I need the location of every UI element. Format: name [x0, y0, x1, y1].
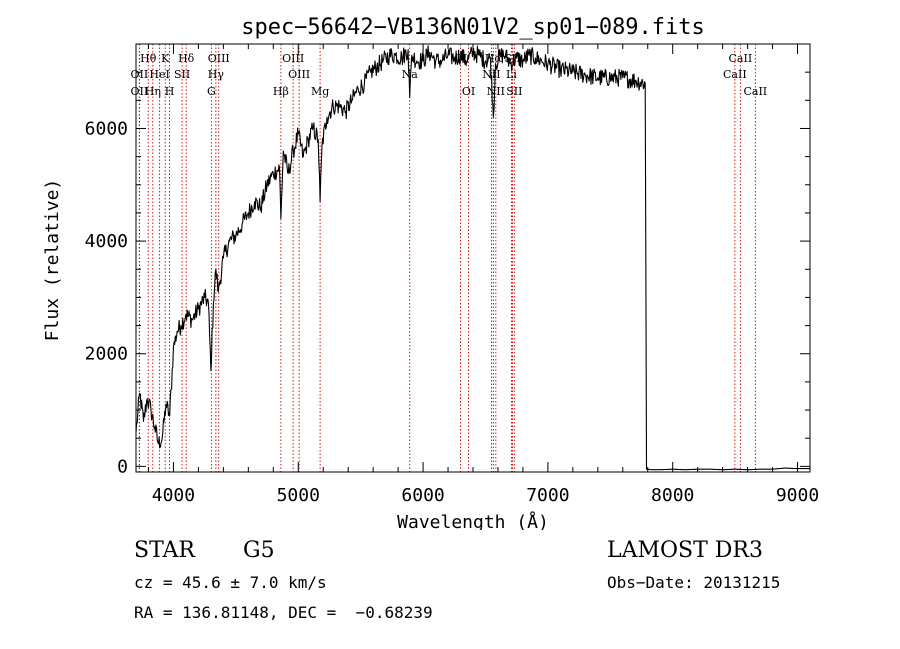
- spectral-line-label: Hθ: [140, 52, 157, 65]
- spectral-line-label: HeI: [149, 68, 169, 81]
- spectral-line-label: Hη: [145, 85, 161, 98]
- obs-date: Obs−Date: 20131215: [607, 573, 781, 592]
- spectral-line-label: OIII: [282, 52, 304, 65]
- spectral-line-label: CaII: [723, 68, 747, 81]
- spectral-line-label: SII: [174, 68, 190, 81]
- y-axis-label: Flux (relative): [42, 179, 63, 342]
- spectral-line-label: H: [165, 85, 175, 98]
- spectral-line-label: Hδ: [178, 52, 195, 65]
- spectral-line-label: OI: [462, 85, 475, 98]
- x-tick-label: 9000: [776, 485, 819, 506]
- flux-line: [135, 45, 810, 471]
- spectral-line-label: CaII: [743, 85, 767, 98]
- spectral-line-label: OII: [131, 68, 149, 81]
- chart-title: spec−56642−VB136N01V2_sp01−089.fits: [241, 15, 705, 40]
- x-tick-label: 5000: [277, 485, 320, 506]
- x-tick-label: 4000: [152, 485, 195, 506]
- object-subclass: G5: [243, 538, 275, 563]
- spectral-line-label: OIII: [288, 68, 310, 81]
- spectral-line-label: K: [161, 52, 170, 65]
- flux-series: [135, 45, 810, 471]
- spectral-line-label: Hβ: [273, 85, 289, 98]
- spectral-line-label: NII: [482, 68, 500, 81]
- redshift-cz: cz = 45.6 ± 7.0 km/s: [134, 573, 327, 592]
- spectral-line-label: NII: [487, 85, 505, 98]
- spectral-line-label: SII: [506, 85, 522, 98]
- plot-frame: [135, 43, 811, 473]
- y-tick-label: 6000: [85, 118, 128, 139]
- spectral-line-label: Mg: [311, 85, 329, 98]
- x-tick-label: 7000: [526, 485, 569, 506]
- spectrum-chart: spec−56642−VB136N01V2_sp01−089.fits Hθ OI…: [42, 15, 819, 530]
- spectral-line-label: G: [207, 85, 216, 98]
- spectral-line-label: Na: [402, 68, 419, 81]
- spectral-line-label: Hγ: [208, 68, 225, 81]
- spectral-line-label: CaII: [729, 52, 753, 65]
- spectral-line-label: OIII: [208, 52, 230, 65]
- axis-ticks: 4000 5000 6000 7000 8000 9000 0 2000 4000 6000: [85, 44, 819, 506]
- spectral-line-markers: [138, 44, 756, 472]
- object-class: STAR: [134, 538, 195, 563]
- x-tick-label: 8000: [651, 485, 694, 506]
- x-tick-label: 6000: [401, 485, 444, 506]
- x-axis-label: Wavelength (Å): [397, 511, 549, 530]
- spectral-line-labels: Hθ OII OII K HeI Hη SII H Hδ OIII Hγ G OIII OIII Hβ Mg N…: [131, 52, 768, 98]
- ra-dec: RA = 136.81148, DEC = −0.68239: [134, 603, 433, 622]
- spectral-line-label: OII: [131, 85, 149, 98]
- y-tick-label: 0: [117, 456, 128, 477]
- y-tick-label: 4000: [85, 231, 128, 252]
- spectral-line-label: Li: [506, 68, 517, 81]
- y-tick-label: 2000: [85, 344, 128, 365]
- survey-name: LAMOST DR3: [607, 538, 763, 563]
